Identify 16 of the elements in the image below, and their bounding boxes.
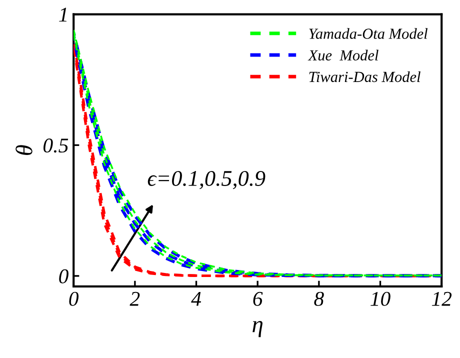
- y-tick-label: 0.5: [44, 138, 68, 153]
- x-tick-label: 0: [69, 292, 79, 306]
- y-axis-title: θ: [16, 145, 32, 156]
- legend-label: Yamada-Ota Model: [309, 28, 428, 39]
- y-tick-label: 0: [59, 269, 68, 284]
- x-tick-label: 8: [314, 292, 324, 306]
- y-tick-label: 1: [59, 8, 67, 22]
- x-tick-label: 2: [130, 292, 140, 306]
- x-tick-label: 6: [253, 292, 263, 306]
- x-tick-label: 12: [432, 292, 452, 306]
- x-axis-title: η: [252, 320, 262, 338]
- x-tick-label: 10: [370, 292, 390, 306]
- legend-label: Xue Model: [308, 50, 378, 61]
- x-tick-label: 4: [191, 292, 202, 306]
- legend-label: Tiwari-Das Model: [309, 71, 420, 82]
- annotation: ϵ=0.1,0.5,0.9: [148, 170, 266, 190]
